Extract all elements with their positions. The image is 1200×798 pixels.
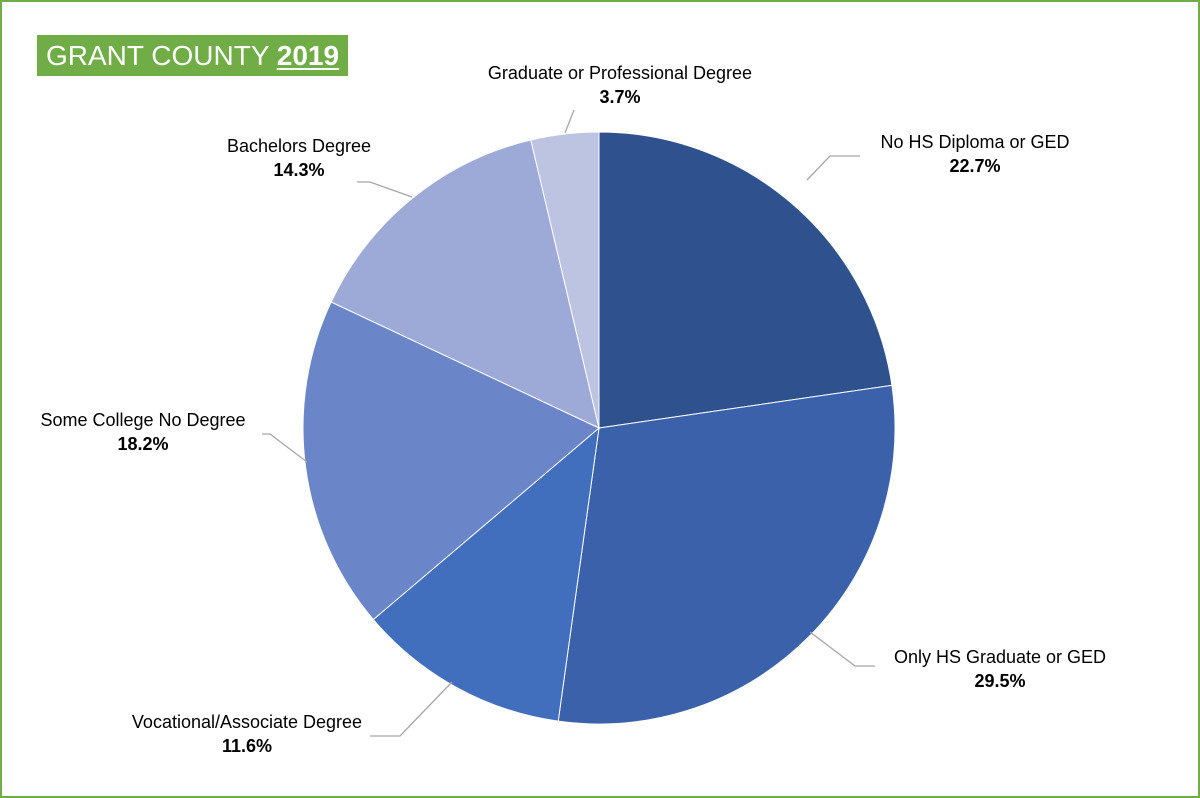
leader-line-some-college-no-degree [262,433,308,463]
slice-value-vocational-associate-degree: 11.6% [222,736,272,756]
leader-line-bachelors-degree [357,181,413,198]
slice-value-no-hs-diploma-or-ged: 22.7% [949,156,1000,176]
chart-title-year: 2019 [276,40,340,71]
pie-slice-no-hs-diploma-or-ged [598,131,893,429]
slice-value-only-hs-graduate-or-ged: 29.5% [974,671,1025,691]
leader-line-vocational-associate-degree [370,681,453,737]
leader-line-only-hs-graduate-or-ged [809,631,875,667]
pie-slice-graduate-or-professional-degree [530,131,600,429]
slice-label-bachelors-degree: Bachelors Degree [227,136,371,156]
leader-line-graduate-or-professional-degree [564,109,575,134]
pie-slice-only-hs-graduate-or-ged [557,384,896,725]
chart-title-prefix: GRANT COUNTY [46,40,269,71]
slice-label-vocational-associate-degree: Vocational/Associate Degree [132,712,362,732]
pie-slice-vocational-associate-degree [372,426,600,722]
slice-label-no-hs-diploma-or-ged: No HS Diploma or GED [880,132,1069,152]
pie-slice-some-college-no-degree [302,301,600,621]
slice-label-some-college-no-degree: Some College No Degree [40,410,245,430]
slice-value-some-college-no-degree: 18.2% [117,434,168,454]
slice-value-bachelors-degree: 14.3% [273,160,324,180]
chart-title-badge: GRANT COUNTY 2019 [37,35,349,76]
slice-label-graduate-or-professional-degree: Graduate or Professional Degree [488,63,752,83]
slice-value-graduate-or-professional-degree: 3.7% [599,87,640,107]
slice-label-only-hs-graduate-or-ged: Only HS Graduate or GED [894,647,1106,667]
leader-line-no-hs-diploma-or-ged [806,155,860,181]
pie-slice-bachelors-degree [330,139,600,429]
